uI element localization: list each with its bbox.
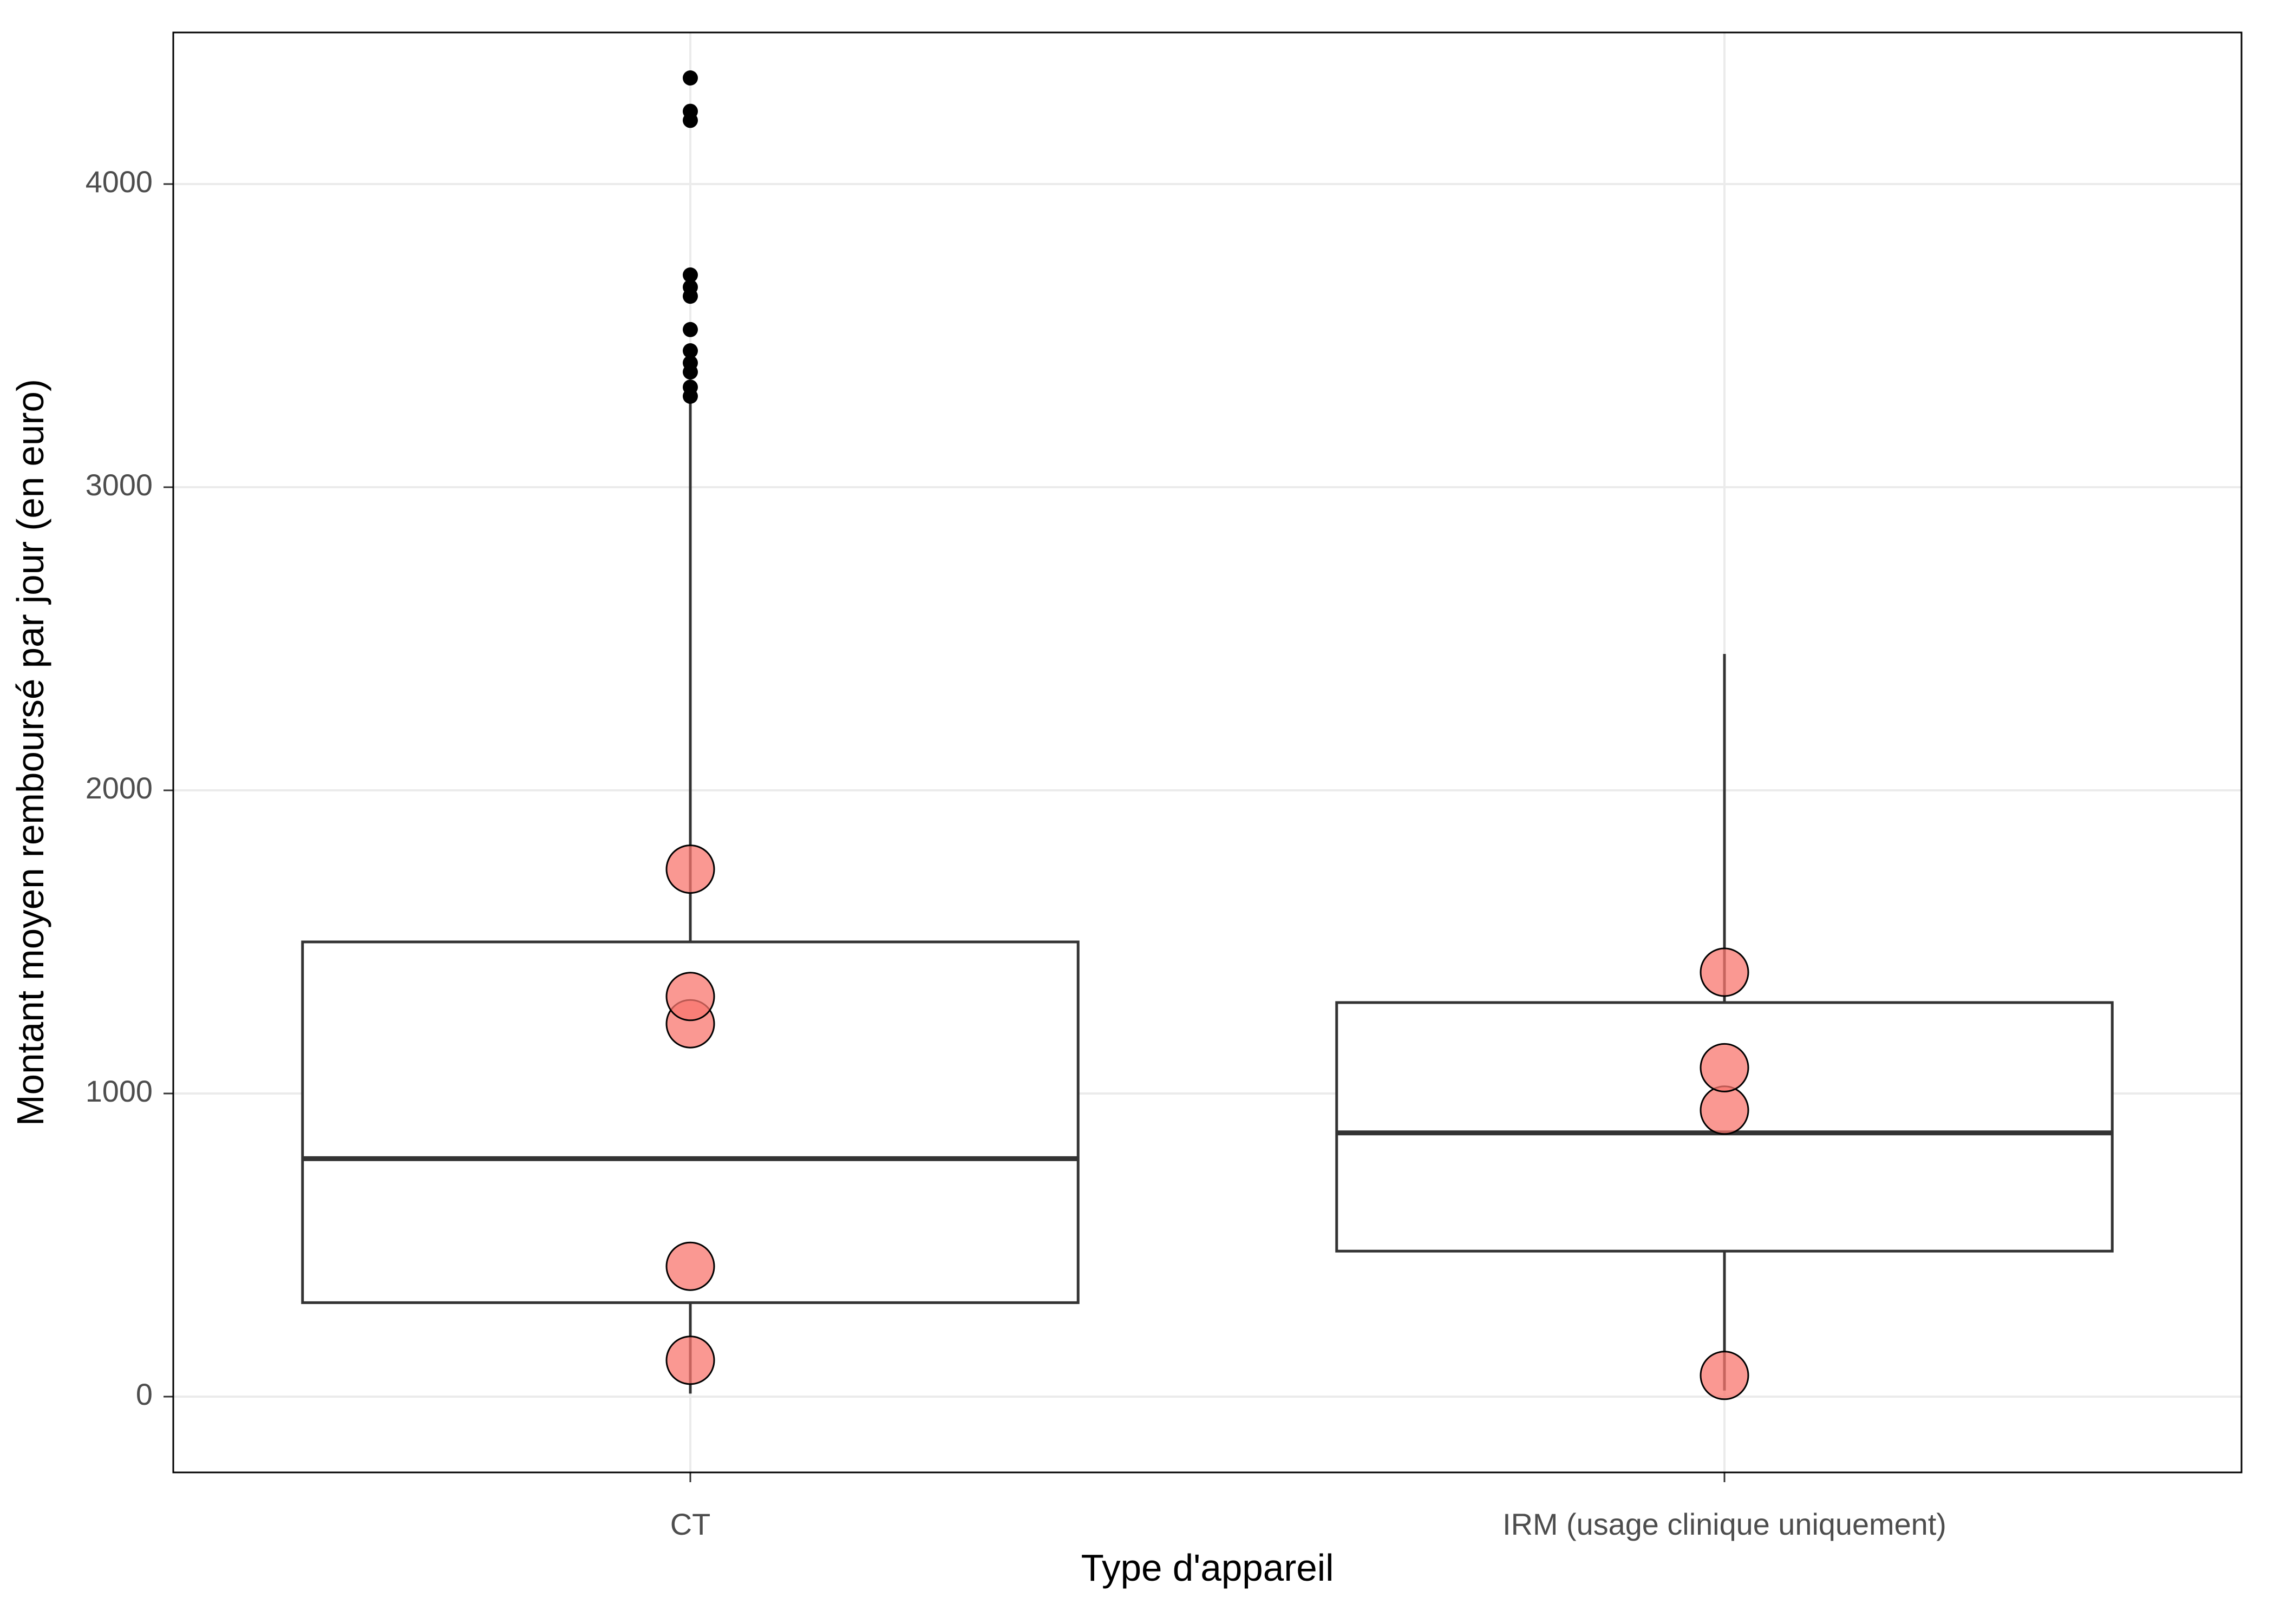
x-tick-label: IRM (usage clinique uniquement) — [1502, 1507, 1946, 1541]
y-tick-label: 0 — [136, 1377, 153, 1411]
overlay-point — [1701, 1352, 1748, 1399]
x-tick-label: CT — [670, 1507, 710, 1541]
outlier-point — [683, 104, 698, 119]
outlier-point — [683, 267, 698, 283]
overlay-point — [1701, 1086, 1748, 1134]
y-tick-label: 1000 — [86, 1074, 153, 1108]
boxplot-chart: 0 1000 2000 3000 4000 CT IRM (usage clinique u… — [0, 0, 2274, 1624]
x-axis-title: Type d'appareil — [1081, 1547, 1334, 1589]
y-tick-label: 2000 — [86, 771, 153, 805]
outlier-point — [683, 343, 698, 358]
overlay-point — [1701, 1044, 1748, 1091]
chart-svg: 0 1000 2000 3000 4000 CT IRM (usage clinique u… — [0, 0, 2274, 1624]
overlay-point — [666, 846, 714, 893]
overlay-point — [666, 1337, 714, 1384]
y-tick-label: 3000 — [86, 468, 153, 502]
overlay-point — [666, 973, 714, 1020]
y-tick-label: 4000 — [86, 165, 153, 199]
outlier-point — [683, 379, 698, 395]
outlier-point — [683, 70, 698, 86]
overlay-point — [1701, 948, 1748, 996]
overlay-point — [666, 1242, 714, 1290]
outlier-point — [683, 322, 698, 337]
y-axis-title: Montant moyen remboursé par jour (en eur… — [9, 379, 51, 1126]
